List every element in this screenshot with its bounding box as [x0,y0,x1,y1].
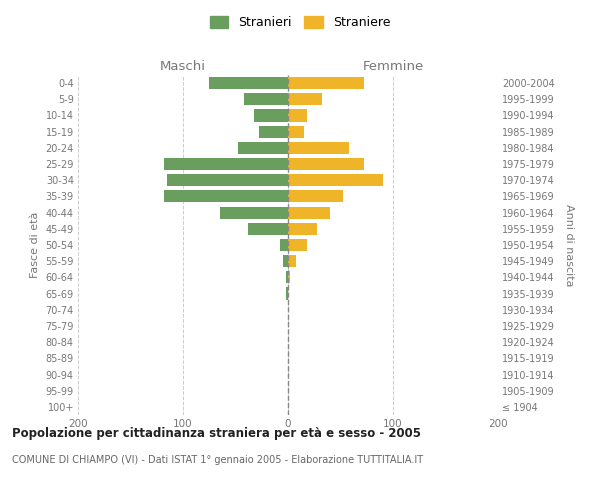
Bar [254,110,288,122]
Bar [288,239,307,251]
Y-axis label: Fasce di età: Fasce di età [30,212,40,278]
Bar [288,206,330,218]
Bar [209,77,288,89]
Text: Femmine: Femmine [362,60,424,72]
Bar [288,126,304,138]
Bar [238,142,288,154]
Y-axis label: Anni di nascita: Anni di nascita [565,204,574,286]
Bar [248,222,288,235]
Bar [283,255,288,268]
Bar [286,288,288,300]
Bar [288,255,296,268]
Bar [288,158,364,170]
Text: Maschi: Maschi [160,60,206,72]
Bar [288,77,364,89]
Bar [288,110,307,122]
Bar [259,126,288,138]
Bar [288,93,322,106]
Bar [288,222,317,235]
Bar [288,272,290,283]
Bar [164,158,288,170]
Bar [288,190,343,202]
Bar [280,239,288,251]
Bar [244,93,288,106]
Bar [220,206,288,218]
Bar [288,142,349,154]
Text: COMUNE DI CHIAMPO (VI) - Dati ISTAT 1° gennaio 2005 - Elaborazione TUTTITALIA.IT: COMUNE DI CHIAMPO (VI) - Dati ISTAT 1° g… [12,455,423,465]
Bar [286,272,288,283]
Bar [288,174,383,186]
Bar [167,174,288,186]
Text: Popolazione per cittadinanza straniera per età e sesso - 2005: Popolazione per cittadinanza straniera p… [12,428,421,440]
Bar [164,190,288,202]
Legend: Stranieri, Straniere: Stranieri, Straniere [205,11,395,34]
